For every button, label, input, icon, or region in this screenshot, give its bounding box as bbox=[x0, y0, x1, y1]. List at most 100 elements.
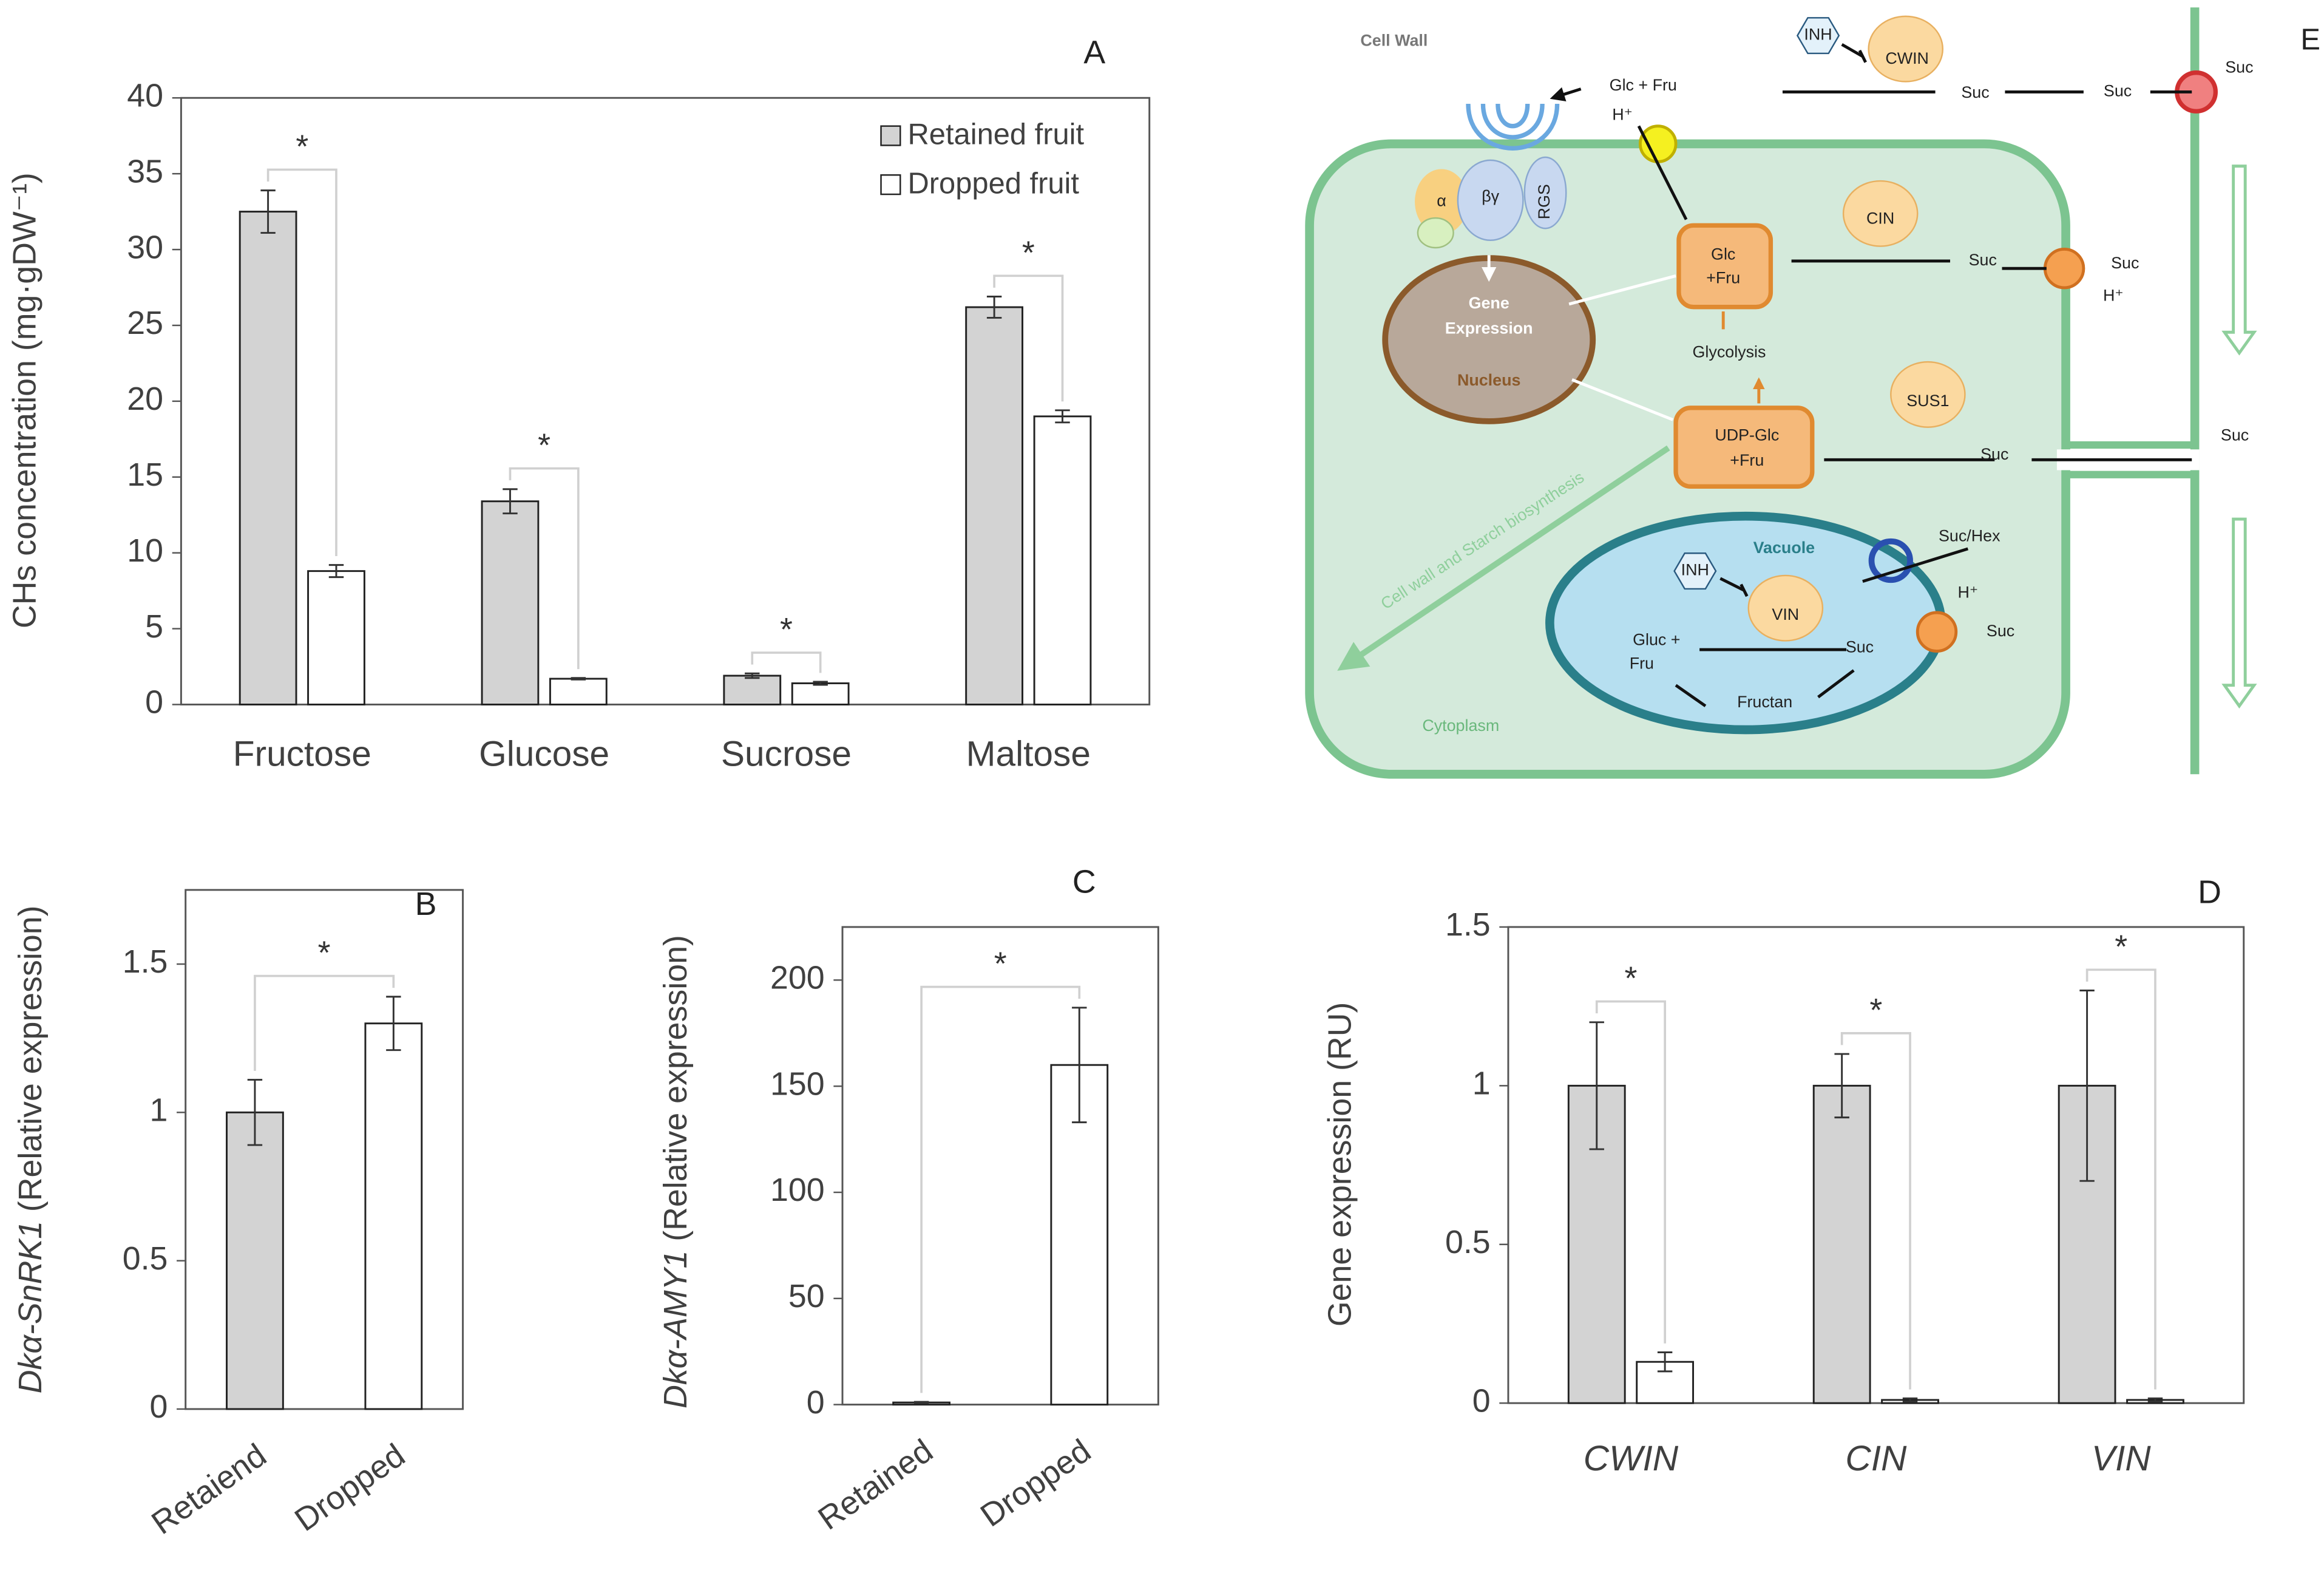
transporter bbox=[1868, 538, 1913, 583]
significance-bracket bbox=[509, 467, 580, 670]
error-bar bbox=[571, 677, 586, 681]
glycolysis-arrows bbox=[1721, 311, 1759, 404]
label: Fru bbox=[1630, 654, 1654, 673]
panel-label: B bbox=[415, 886, 437, 922]
y-tick-label: 30 bbox=[127, 229, 163, 265]
label: H⁺ bbox=[1958, 583, 1979, 601]
y-axis-label: CHs concentration (mg·gDW⁻¹) bbox=[7, 172, 43, 628]
bar bbox=[1033, 415, 1092, 705]
x-tick-label: Fructose bbox=[233, 734, 371, 773]
flow-arrows bbox=[2221, 165, 2257, 709]
label: Suc bbox=[2104, 82, 2132, 100]
y-tick-label: 10 bbox=[127, 532, 163, 569]
label: Suc bbox=[2225, 58, 2253, 76]
y-tick-label: 0.5 bbox=[123, 1240, 168, 1277]
error-bar bbox=[913, 1401, 929, 1404]
y-axis-label: Dkα-SnRK1 (Relative expression) bbox=[12, 905, 49, 1393]
error-bar bbox=[1834, 1053, 1849, 1119]
label: INH bbox=[1681, 561, 1709, 579]
glc-box bbox=[1676, 223, 1773, 310]
significance-bracket bbox=[751, 651, 822, 673]
significance-star: * bbox=[318, 935, 331, 971]
bar bbox=[226, 1111, 284, 1410]
x-tick-label: CIN bbox=[1845, 1439, 1907, 1478]
error-bar bbox=[1589, 1021, 1604, 1150]
error-bar bbox=[1902, 1397, 1918, 1403]
x-tick-label: Glucose bbox=[479, 734, 609, 773]
plot-frame bbox=[1507, 926, 2245, 1404]
cwin-enzyme bbox=[1868, 15, 1944, 83]
y-tick-label: 1.5 bbox=[123, 943, 168, 980]
y-tick-label: 0 bbox=[150, 1388, 168, 1425]
significance-star: * bbox=[2115, 928, 2127, 965]
y-tick-label: 5 bbox=[145, 608, 163, 645]
significance-bracket bbox=[920, 985, 1081, 1393]
significance-star: * bbox=[1869, 992, 1882, 1028]
label: Vacuole bbox=[1753, 538, 1815, 557]
panel-label: C bbox=[1072, 863, 1096, 900]
receptor bbox=[1415, 103, 1567, 249]
inh-hex bbox=[1796, 17, 1840, 55]
label: VIN bbox=[1772, 605, 1799, 623]
x-tick-label: Dropped bbox=[974, 1432, 1097, 1534]
y-tick-label: 35 bbox=[127, 153, 163, 189]
inhibit bbox=[1719, 43, 1867, 597]
label: INH bbox=[1804, 25, 1832, 44]
error-bar bbox=[1055, 409, 1070, 424]
signal-arrows bbox=[1489, 255, 1676, 421]
cin-enzyme bbox=[1842, 180, 1919, 247]
legend-label: Retained fruit bbox=[908, 118, 1085, 151]
plot-frame bbox=[841, 926, 1159, 1406]
label: +Fru bbox=[1706, 268, 1740, 287]
transporter bbox=[2043, 247, 2085, 290]
error-bar bbox=[1657, 1351, 1673, 1373]
significance-bracket bbox=[266, 168, 337, 556]
label: CIN bbox=[1866, 209, 1894, 228]
significance-star: * bbox=[994, 946, 1007, 982]
error-bar bbox=[328, 564, 344, 579]
bar bbox=[1812, 1084, 1871, 1404]
y-axis-label-part: (Relative expression) bbox=[12, 905, 49, 1212]
label: Gene bbox=[1469, 294, 1509, 312]
y-axis-label-part: Dkα-AMY1 bbox=[657, 1250, 694, 1408]
bar bbox=[307, 570, 365, 705]
significance-star: * bbox=[296, 128, 308, 165]
significance-bracket bbox=[1840, 1032, 1911, 1390]
y-tick-label: 150 bbox=[770, 1065, 825, 1102]
y-tick-label: 0 bbox=[807, 1384, 825, 1421]
y-tick-label: 200 bbox=[770, 960, 825, 996]
error-bar bbox=[1072, 1007, 1087, 1124]
bar bbox=[965, 306, 1024, 705]
y-tick-label: 0 bbox=[1472, 1382, 1491, 1419]
nucleus bbox=[1382, 255, 1596, 424]
label: Suc bbox=[1846, 638, 1874, 656]
significance-bracket bbox=[254, 974, 395, 1071]
bar bbox=[723, 674, 782, 705]
bar bbox=[481, 500, 540, 705]
y-tick-label: 0 bbox=[145, 684, 163, 721]
label: Cytoplasm bbox=[1422, 716, 1499, 735]
panel-label: E bbox=[2300, 23, 2320, 56]
significance-star: * bbox=[538, 427, 551, 464]
label: Gluc + bbox=[1633, 631, 1680, 649]
label: UDP-Glc bbox=[1715, 426, 1779, 444]
error-bar bbox=[2147, 1397, 2163, 1403]
bar bbox=[239, 211, 297, 705]
sus1-enzyme bbox=[1890, 361, 1966, 428]
significance-bracket bbox=[1595, 1000, 1666, 1344]
significance-bracket bbox=[2085, 968, 2156, 1390]
label: Suc bbox=[1987, 622, 2014, 640]
y-axis-label-part: (Relative expression) bbox=[657, 935, 694, 1242]
label: βγ bbox=[1482, 187, 1499, 205]
label: Cell Wall bbox=[1360, 32, 1428, 50]
panel-label: D bbox=[2198, 874, 2221, 910]
error-bar bbox=[2079, 990, 2095, 1182]
label: Glc + Fru bbox=[1610, 76, 1677, 94]
label: Suc bbox=[1969, 251, 1997, 269]
significance-bracket bbox=[993, 274, 1064, 402]
significance-star: * bbox=[780, 611, 793, 648]
bar bbox=[549, 678, 608, 705]
y-tick-label: 50 bbox=[788, 1278, 825, 1314]
